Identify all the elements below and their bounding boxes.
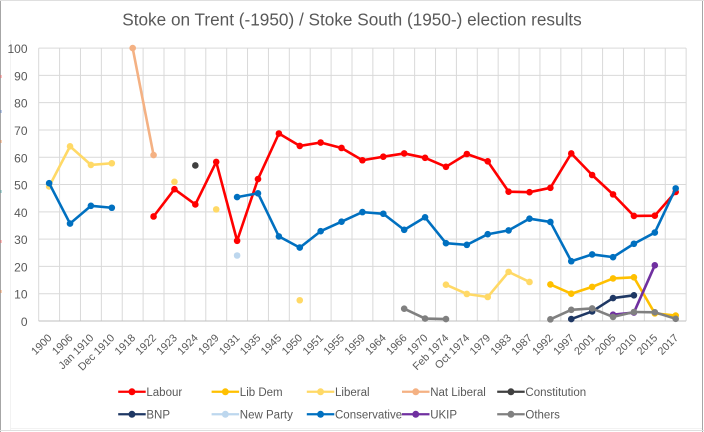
svg-text:Others: Others bbox=[525, 409, 560, 421]
svg-text:90: 90 bbox=[14, 69, 28, 83]
svg-text:Constitution: Constitution bbox=[525, 387, 586, 399]
svg-text:50: 50 bbox=[14, 179, 28, 193]
svg-text:40: 40 bbox=[14, 206, 28, 220]
svg-text:UKIP: UKIP bbox=[430, 409, 457, 421]
svg-text:0: 0 bbox=[21, 315, 28, 329]
svg-text:20: 20 bbox=[14, 260, 28, 274]
svg-text:30: 30 bbox=[14, 233, 28, 247]
svg-text:10: 10 bbox=[14, 288, 28, 302]
svg-text:60: 60 bbox=[14, 151, 28, 165]
svg-text:New Party: New Party bbox=[240, 409, 293, 421]
svg-text:Nat Liberal: Nat Liberal bbox=[430, 387, 486, 399]
svg-text:80: 80 bbox=[14, 97, 28, 111]
svg-text:100: 100 bbox=[7, 42, 27, 56]
svg-text:Lib Dem: Lib Dem bbox=[240, 387, 283, 399]
svg-text:70: 70 bbox=[14, 124, 28, 138]
svg-text:Liberal: Liberal bbox=[335, 387, 370, 399]
svg-text:Labour: Labour bbox=[146, 387, 182, 399]
svg-text:Conservative: Conservative bbox=[335, 409, 402, 421]
svg-text:BNP: BNP bbox=[146, 409, 170, 421]
svg-text:Stoke on Trent (-1950) / Stoke: Stoke on Trent (-1950) / Stoke South (19… bbox=[122, 10, 582, 30]
